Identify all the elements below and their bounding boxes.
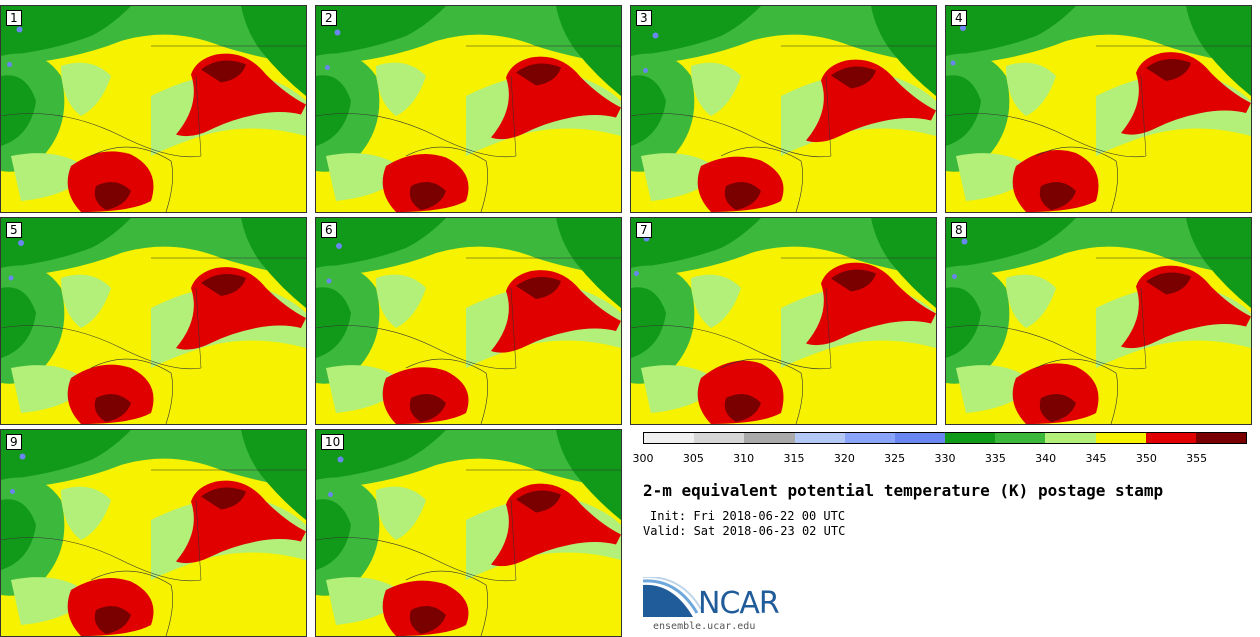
colorbar-tick-label: 330 [934, 452, 956, 465]
member-number-label: 8 [951, 222, 967, 238]
colorbar-tick-label: 300 [632, 452, 654, 465]
ensemble-member-map: 9 [0, 429, 307, 637]
member-number-label: 3 [636, 10, 652, 26]
colorbar-segment [995, 433, 1046, 443]
colorbar-tick-label: 325 [884, 452, 906, 465]
colorbar-segment [1095, 433, 1146, 443]
colorbar-segment [744, 433, 795, 443]
site-url: ensemble.ucar.edu [653, 621, 756, 632]
colorbar-tick-label: 335 [984, 452, 1006, 465]
colorbar-segment [1145, 433, 1196, 443]
ensemble-member-map: 5 [0, 217, 307, 425]
colorbar-tick-label: 310 [733, 452, 755, 465]
colorbar-segment [945, 433, 996, 443]
colorbar-tick-label: 340 [1035, 452, 1057, 465]
colorbar-tick-label: 350 [1135, 452, 1157, 465]
ensemble-member-map: 4 [945, 5, 1252, 213]
colorbar-segment [794, 433, 845, 443]
colorbar-tick-label: 320 [833, 452, 855, 465]
valid-time: Valid: Sat 2018-06-23 02 UTC [643, 524, 846, 538]
colorbar-tick-label: 305 [682, 452, 704, 465]
colorbar-segment [644, 433, 695, 443]
member-number-label: 7 [636, 222, 652, 238]
init-time: Init: Fri 2018-06-22 00 UTC [650, 509, 846, 523]
figure-title: 2-m equivalent potential temperature (K)… [643, 481, 1164, 500]
ensemble-member-map: 8 [945, 217, 1252, 425]
member-number-label: 2 [321, 10, 337, 26]
ensemble-member-map: 10 [315, 429, 622, 637]
ensemble-member-map: 2 [315, 5, 622, 213]
colorbar-tick-label: 355 [1186, 452, 1208, 465]
ncar-logo-icon [643, 577, 702, 617]
member-number-label: 9 [6, 434, 22, 450]
colorbar-tick-label: 315 [783, 452, 805, 465]
logo-wordmark: NCAR [698, 586, 780, 621]
member-number-label: 5 [6, 222, 22, 238]
colorbar-segment [694, 433, 745, 443]
ensemble-member-map: 3 [630, 5, 937, 213]
member-number-label: 1 [6, 10, 22, 26]
member-number-label: 6 [321, 222, 337, 238]
colorbar-segment [1045, 433, 1096, 443]
member-number-label: 4 [951, 10, 967, 26]
colorbar-segment [894, 433, 946, 443]
ensemble-member-map: 7 [630, 217, 937, 425]
member-number-label: 10 [321, 434, 345, 450]
colorbar-segment [844, 433, 895, 443]
ensemble-member-map: 1 [0, 5, 307, 213]
ensemble-member-map: 6 [315, 217, 622, 425]
colorbar-segment [1195, 433, 1247, 443]
colorbar [643, 432, 1247, 444]
colorbar-tick-label: 345 [1085, 452, 1107, 465]
